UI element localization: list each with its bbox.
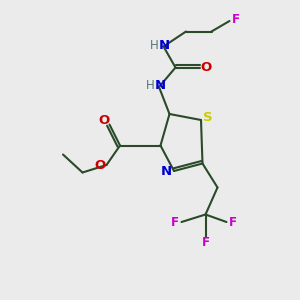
Text: F: F bbox=[202, 236, 209, 249]
Text: O: O bbox=[98, 113, 110, 127]
Text: N: N bbox=[159, 39, 170, 52]
Text: H: H bbox=[146, 79, 155, 92]
Text: N: N bbox=[161, 165, 172, 178]
Text: S: S bbox=[203, 111, 212, 124]
Text: O: O bbox=[200, 61, 212, 74]
Text: F: F bbox=[229, 216, 237, 229]
Text: F: F bbox=[171, 216, 179, 229]
Text: F: F bbox=[232, 13, 240, 26]
Text: H: H bbox=[150, 39, 159, 52]
Text: N: N bbox=[155, 79, 166, 92]
Text: O: O bbox=[94, 159, 106, 172]
